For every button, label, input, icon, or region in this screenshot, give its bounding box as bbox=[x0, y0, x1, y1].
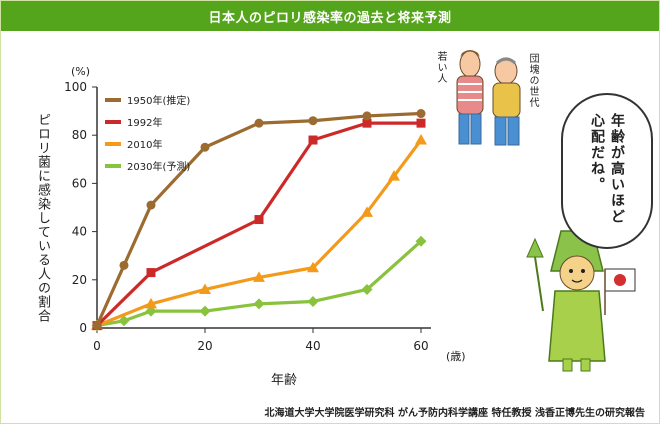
data-point bbox=[415, 134, 427, 145]
flag-illustration bbox=[604, 268, 636, 315]
chart-legend: 1950年(推定) 1992年 2010年 2030年(予測) bbox=[105, 94, 190, 173]
data-point bbox=[308, 116, 318, 126]
x-tick-label: 20 bbox=[197, 339, 212, 353]
data-point bbox=[254, 215, 264, 225]
legend-label: 2030年(予測) bbox=[127, 160, 190, 173]
title-bar: 日本人のピロリ感染率の過去と将来予測 bbox=[1, 1, 659, 31]
x-tick-label: 0 bbox=[93, 339, 101, 353]
elder-person-illustration bbox=[492, 57, 521, 146]
y-axis-label: ピロリ菌に感染している人の割合 bbox=[35, 113, 50, 323]
data-point bbox=[92, 321, 102, 331]
legend-label: 2010年 bbox=[127, 138, 162, 151]
credit-text: 北海道大学大学院医学研究科 がん予防内科学講座 特任教授 浅香正博先生の研究報告 bbox=[264, 408, 645, 419]
y-tick-label: 0 bbox=[79, 321, 87, 335]
y-axis-unit: (%) bbox=[71, 65, 91, 78]
data-point bbox=[254, 118, 264, 128]
data-point bbox=[199, 283, 211, 294]
x-axis-unit: (歳) bbox=[446, 350, 466, 363]
young-person-label: 若い人 bbox=[435, 51, 446, 84]
legend-label: 1992年 bbox=[127, 116, 162, 129]
series-line bbox=[96, 139, 423, 328]
data-point bbox=[200, 142, 210, 152]
data-point bbox=[253, 298, 265, 310]
data-point bbox=[145, 297, 157, 309]
mascot-illustration bbox=[526, 230, 606, 372]
data-point bbox=[362, 111, 372, 121]
y-tick-label: 80 bbox=[72, 128, 87, 142]
y-tick-label: 60 bbox=[72, 176, 87, 190]
y-tick-label: 100 bbox=[64, 80, 87, 94]
data-point bbox=[253, 271, 265, 282]
young-person-illustration bbox=[456, 50, 484, 145]
data-point bbox=[119, 260, 129, 270]
series-group bbox=[92, 109, 426, 331]
series-group bbox=[91, 235, 427, 332]
y-tick-label: 40 bbox=[72, 225, 87, 239]
data-point bbox=[146, 268, 156, 278]
data-point bbox=[118, 315, 130, 327]
data-point bbox=[308, 135, 318, 145]
elder-person-label: 団塊の世代 bbox=[527, 53, 538, 108]
data-point bbox=[361, 206, 373, 217]
chart-title: 日本人のピロリ感染率の過去と将来予測 bbox=[208, 10, 452, 26]
x-tick-label: 40 bbox=[305, 339, 320, 353]
data-point bbox=[388, 170, 400, 181]
data-point bbox=[415, 235, 427, 247]
data-point bbox=[199, 305, 211, 317]
chart-axes: 0 20 40 60 80 100 0 20 40 60 bbox=[64, 80, 431, 353]
data-point bbox=[307, 261, 319, 273]
data-point bbox=[416, 118, 426, 128]
speech-bubble: 年齢が高いほど心配だね。 bbox=[561, 93, 653, 249]
series-line bbox=[95, 111, 422, 327]
data-point bbox=[146, 200, 156, 210]
legend-label: 1950年(推定) bbox=[127, 94, 190, 107]
data-point bbox=[416, 109, 426, 119]
data-point bbox=[361, 283, 373, 295]
series-line bbox=[95, 121, 421, 327]
data-point bbox=[307, 295, 319, 307]
y-tick-label: 20 bbox=[72, 273, 87, 287]
x-axis-label: 年齢 bbox=[271, 373, 298, 388]
chart-lines bbox=[91, 109, 427, 332]
data-point bbox=[362, 118, 372, 128]
series-line bbox=[96, 240, 423, 328]
x-tick-label: 60 bbox=[413, 339, 428, 353]
speech-text: 年齢が高いほど心配だね。 bbox=[589, 113, 625, 225]
